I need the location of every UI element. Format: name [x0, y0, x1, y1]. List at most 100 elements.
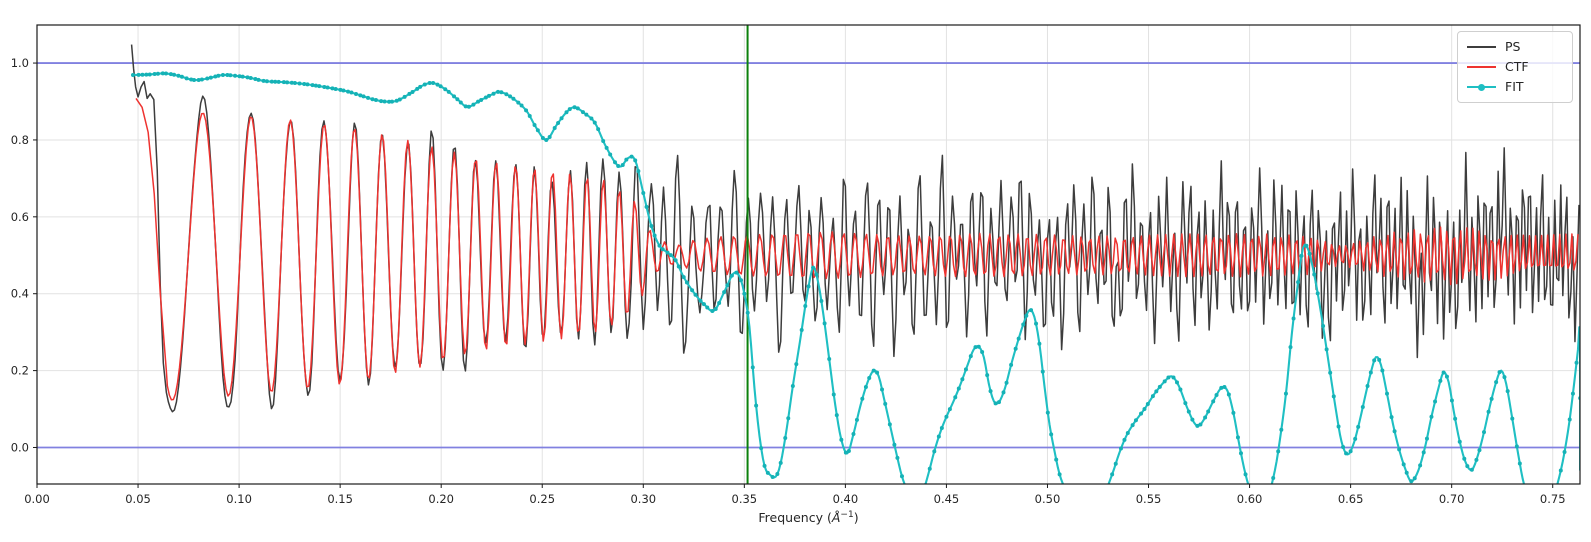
fit-marker-dot — [1125, 431, 1130, 436]
fit-marker-dot — [1175, 380, 1179, 385]
fit-marker-dot — [1397, 447, 1402, 452]
x-tick-label: 0.65 — [1338, 492, 1364, 506]
y-tick-label: 0.4 — [11, 287, 29, 301]
fit-marker-dot — [499, 90, 504, 95]
fit-marker-dot — [418, 84, 423, 89]
fit-marker-dot — [1004, 380, 1009, 385]
fit-marker-dot — [458, 100, 463, 105]
fit-marker-dot — [988, 389, 993, 394]
fit-marker-dot — [580, 110, 585, 115]
fit-marker-dot — [289, 80, 294, 85]
fit-marker-dot — [394, 98, 399, 103]
fit-marker-dot — [814, 272, 819, 277]
fit-marker-dot — [1291, 316, 1296, 321]
fit-marker-dot — [152, 72, 157, 77]
fit-marker-dot — [875, 370, 880, 375]
fit-marker-dot — [273, 79, 278, 84]
fit-marker-dot — [811, 265, 816, 270]
fit-marker-dot — [1421, 450, 1426, 455]
fit-marker-dot — [155, 71, 160, 76]
x-tick-label: 0.30 — [630, 492, 656, 506]
fit-marker-dot — [1113, 461, 1118, 466]
fit-marker-dot — [1336, 424, 1341, 429]
fit-marker-dot — [584, 112, 589, 117]
fit-marker-dot — [725, 283, 730, 288]
fit-marker-dot — [564, 110, 569, 115]
fit-marker-dot — [799, 327, 804, 332]
fit-marker-dot — [1110, 472, 1115, 477]
fit-marker-dot — [742, 291, 747, 296]
fit-marker-dot — [410, 90, 415, 95]
fit-marker-dot — [633, 158, 638, 163]
fit-marker-dot — [819, 298, 824, 303]
fit-marker-dot — [1057, 472, 1062, 477]
fit-marker-dot — [1178, 387, 1183, 392]
axes-spines — [36, 24, 1581, 485]
fit-marker-dot — [936, 434, 941, 439]
fit-marker-dot — [1283, 391, 1288, 396]
fit-marker-dot — [953, 395, 958, 400]
fit-marker-dot — [1013, 346, 1018, 351]
fit-marker-dot — [705, 305, 710, 310]
fit-marker-dot — [665, 250, 670, 255]
fit-marker-dot — [624, 157, 629, 162]
fit-marker-dot — [172, 72, 177, 77]
x-tick-label: 0.60 — [1237, 492, 1263, 506]
fit-marker-dot — [1009, 362, 1014, 367]
fit-marker-dot — [446, 89, 451, 94]
fit-marker-dot — [1477, 448, 1482, 453]
fit-marker-dot — [644, 204, 649, 209]
x-tick-label: 0.50 — [1035, 492, 1061, 506]
fit-marker-dot — [1226, 392, 1231, 397]
fit-marker-dot — [199, 77, 204, 82]
fit-marker-dot — [313, 83, 318, 88]
x-tick-label: 0.20 — [428, 492, 454, 506]
fit-marker-dot — [346, 89, 351, 94]
fit-marker-dot — [1150, 394, 1155, 399]
fit-marker-dot — [1324, 347, 1329, 352]
fit-marker-dot — [1360, 405, 1365, 409]
fit-marker-dot — [361, 94, 366, 99]
fit-marker-dot — [652, 233, 657, 238]
fit-marker-dot — [939, 425, 944, 430]
fit-marker-dot — [196, 77, 201, 82]
x-tick-label: 0.55 — [1136, 492, 1162, 506]
fit-marker-dot — [762, 463, 767, 468]
y-tick-label: 0.6 — [11, 210, 29, 224]
fit-marker-dot — [786, 416, 791, 421]
x-axis-unit: Å — [831, 510, 841, 526]
fit-marker-dot — [567, 107, 572, 112]
fit-marker-dot — [783, 435, 788, 440]
fit-marker-dot — [325, 85, 330, 90]
x-axis-exponent: −1 — [840, 510, 854, 520]
fit-marker-dot — [1299, 253, 1304, 258]
fit-marker-dot — [1368, 370, 1373, 375]
fit-marker-dot — [471, 102, 476, 107]
fit-marker-dot — [516, 100, 521, 105]
fit-marker-dot — [382, 99, 387, 104]
fit-marker-dot — [1288, 345, 1293, 350]
fit-marker-dot — [1029, 308, 1034, 313]
fit-marker-dot — [831, 392, 836, 397]
fit-marker-dot — [1385, 391, 1389, 396]
fit-marker-dot — [1404, 470, 1409, 475]
fit-marker-dot — [466, 104, 471, 109]
fit-marker-dot — [1133, 418, 1138, 423]
fit-marker-dot — [407, 91, 412, 96]
fit-marker-dot — [452, 94, 457, 99]
fit-marker-dot — [701, 302, 706, 307]
fit-marker-dot — [1054, 457, 1059, 462]
fit-marker-dot — [1238, 451, 1243, 456]
fit-marker-dot — [827, 357, 832, 362]
fit-marker-dot — [373, 98, 378, 103]
fit-marker-dot — [402, 94, 407, 99]
fit-marker-dot — [317, 84, 322, 89]
legend-item-ctf: CTF — [1467, 60, 1562, 74]
fit-marker-dot — [887, 422, 892, 427]
fit-marker-dot — [1372, 358, 1377, 363]
fit-marker-dot — [535, 128, 540, 133]
fit-marker-dot — [1502, 375, 1507, 380]
fit-marker-dot — [253, 77, 258, 82]
fit-marker-dot — [899, 474, 904, 479]
fit-marker-dot — [1203, 415, 1208, 420]
